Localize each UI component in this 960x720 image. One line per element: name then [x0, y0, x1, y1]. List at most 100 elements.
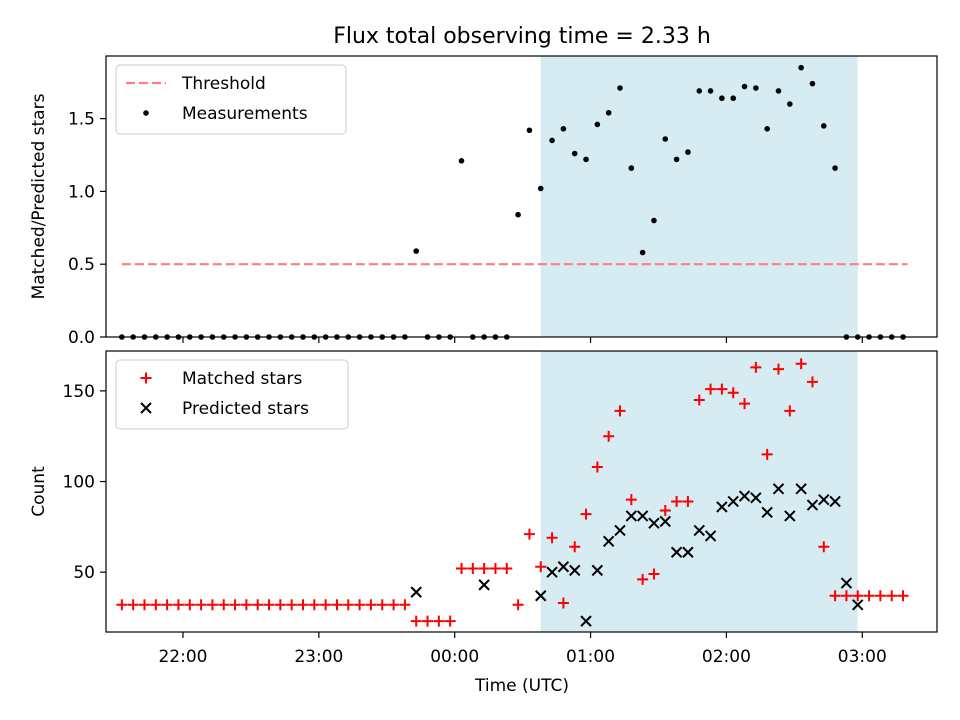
matched-stars-point [388, 599, 400, 611]
matched-stars-point [138, 599, 150, 611]
matched-stars-point [195, 599, 207, 611]
matched-stars-point [365, 599, 377, 611]
panel-top: 0.0 0.5 1.0 1.5 Matched/Predicted stars Thres… [29, 55, 938, 348]
measurement-point [571, 150, 578, 157]
measurement-point [753, 85, 759, 91]
matched-stars-point [546, 532, 558, 544]
predicted-stars-point [852, 599, 864, 611]
matched-stars-point [648, 568, 660, 580]
predicted-stars-point [761, 506, 773, 519]
x-axis-label: Time (UTC) [474, 676, 569, 696]
matched-stars-point [286, 599, 298, 611]
predicted-stars-point [648, 517, 660, 529]
y-axis-label: Matched/Predicted stars [29, 93, 49, 299]
matched-stars-point [795, 358, 807, 370]
matched-stars-point [569, 541, 581, 553]
matched-stars-point [535, 561, 547, 573]
matched-stars-point [218, 599, 230, 611]
matched-stars-point [354, 599, 366, 611]
measurement-point [662, 136, 669, 142]
measurement-point [549, 137, 555, 144]
matched-stars-point [603, 430, 615, 442]
legend: Matched stars Predicted stars [115, 359, 349, 430]
matched-stars-point [897, 590, 909, 602]
predicted-stars-point [840, 577, 853, 589]
matched-stars-point [716, 383, 728, 395]
legend-label: Measurements [182, 104, 308, 124]
measurement-point [628, 165, 635, 171]
predicted-stars-point [693, 524, 705, 537]
matched-stars-point [727, 387, 739, 399]
axes-frame [105, 350, 938, 633]
observing-window [540, 351, 858, 632]
matched-stars-point [252, 599, 264, 611]
y-tick-label: 150 [63, 382, 95, 402]
y-axis-label: Count [29, 466, 49, 517]
matched-stars-point [591, 461, 603, 473]
matched-stars-point [693, 394, 705, 406]
predicted-stars-point [772, 483, 785, 495]
matched-stars-point [886, 590, 898, 602]
y-tick-label: 0.0 [68, 328, 95, 348]
matched-stars-point [772, 363, 784, 375]
matched-stars-point [467, 563, 479, 575]
predicted-stars-point [682, 546, 694, 558]
legend: Threshold Measurements [115, 64, 347, 135]
predicted-stars-point [704, 530, 717, 542]
matched-stars-point [263, 599, 275, 611]
matched-stars-point [150, 599, 162, 611]
measurement-point [651, 217, 657, 224]
measurement-point [741, 83, 748, 90]
matched-stars-point [750, 361, 762, 373]
matched-stars-point [206, 599, 218, 611]
matched-stars-point [705, 383, 717, 395]
measurement-point [685, 149, 691, 155]
measurement-point [583, 156, 589, 163]
x-tick-label: 23:00 [294, 647, 343, 667]
predicted-stars-point [410, 586, 422, 598]
measurement-point [617, 85, 623, 91]
x-tick-label: 00:00 [430, 647, 479, 667]
matched-stars-point [863, 590, 875, 602]
panel-bottom: 50 100 150 22:00 23:00 00:00 01:00 02:00 03:00 Co… [29, 350, 938, 667]
matched-stars-point [659, 505, 671, 517]
matched-stars-point [501, 563, 513, 575]
measurement-point [605, 109, 612, 116]
matched-stars-point [433, 615, 445, 627]
matched-stars-point [818, 541, 830, 553]
predicted-stars-point [670, 546, 683, 558]
matched-stars-point [240, 599, 252, 611]
y-tick-label: 1.5 [68, 110, 95, 130]
predicted-stars-point [829, 495, 841, 508]
x-tick-label: 03:00 [838, 647, 887, 667]
matched-stars-point [342, 599, 354, 611]
predicted-stars-point [602, 535, 615, 548]
legend-label: Matched stars [182, 369, 302, 389]
predicted-stars-point [535, 590, 547, 602]
legend-label: Threshold [181, 74, 266, 94]
matched-stars-point [127, 599, 139, 611]
measurement-point [639, 249, 646, 256]
y-tick-label: 1.0 [68, 182, 95, 202]
x-tick-label: 22:00 [158, 647, 207, 667]
x-tick-label: 01:00 [566, 647, 615, 667]
predicted-stars-point [557, 561, 570, 573]
predicted-stars-point [636, 510, 649, 522]
matched-stars-point [739, 398, 751, 410]
measurement-point [673, 156, 680, 163]
measurement-point [537, 185, 544, 192]
matched-stars-point [399, 599, 411, 611]
measurement-point [515, 211, 521, 218]
measurement-point [696, 88, 703, 94]
measurement-point [764, 125, 770, 132]
matched-stars-point [331, 599, 343, 611]
matched-stars-point [455, 563, 467, 575]
x-tick-label: 02:00 [702, 647, 751, 667]
matched-stars-point [523, 528, 535, 540]
predicted-stars-point [546, 566, 558, 578]
observing-window [540, 56, 858, 337]
y-tick-label: 0.5 [68, 255, 95, 275]
matched-stars-point [422, 615, 434, 627]
matched-stars-point [161, 599, 173, 611]
